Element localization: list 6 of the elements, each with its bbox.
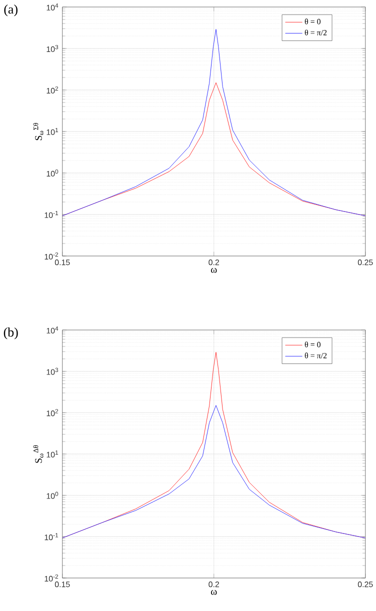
chart-title: (a) <box>4 4 18 16</box>
x-axis-title: ω <box>210 268 217 273</box>
line-series <box>62 29 366 216</box>
x-axis-title: ω <box>210 590 217 595</box>
line-series <box>62 405 366 538</box>
chart-title: (b) <box>4 328 18 340</box>
